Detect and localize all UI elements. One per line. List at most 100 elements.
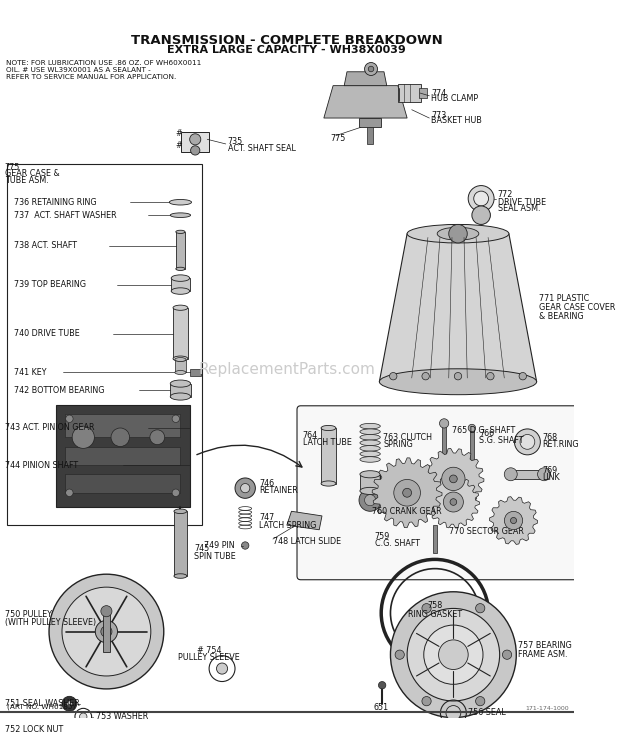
Ellipse shape [321, 425, 336, 431]
Text: 774: 774 [431, 89, 446, 98]
Circle shape [394, 480, 420, 506]
Text: 756 SEAL: 756 SEAL [468, 709, 506, 718]
Circle shape [504, 511, 523, 529]
Text: 758: 758 [427, 601, 443, 610]
Circle shape [79, 713, 87, 721]
Polygon shape [344, 72, 387, 86]
Text: S.G. SHAFT: S.G. SHAFT [479, 437, 524, 446]
Circle shape [111, 428, 130, 447]
Circle shape [172, 415, 180, 422]
Circle shape [450, 475, 458, 483]
Circle shape [474, 191, 489, 206]
Circle shape [519, 373, 526, 380]
Circle shape [472, 206, 490, 224]
Text: LATCH SPRING: LATCH SPRING [259, 520, 316, 529]
Bar [171, 278, 190, 291]
Circle shape [487, 373, 494, 380]
Circle shape [504, 468, 517, 480]
Text: 171-174-1000: 171-174-1000 [525, 706, 569, 711]
Circle shape [422, 604, 431, 613]
Text: 771 PLASTIC: 771 PLASTIC [539, 294, 590, 303]
Text: FRAME ASM.: FRAME ASM. [518, 650, 568, 659]
Circle shape [449, 224, 467, 243]
Text: 748 LATCH SLIDE: 748 LATCH SLIDE [273, 538, 341, 547]
Ellipse shape [360, 434, 380, 440]
Text: 738 ACT. SHAFT: 738 ACT. SHAFT [14, 241, 77, 250]
Text: EXTRA LARGE CAPACITY - WH38X0039: EXTRA LARGE CAPACITY - WH38X0039 [167, 45, 406, 55]
Text: 767: 767 [410, 468, 425, 477]
Ellipse shape [175, 370, 186, 374]
Bar [64, 474, 180, 492]
Circle shape [407, 608, 500, 701]
Text: 775: 775 [330, 134, 346, 143]
Circle shape [538, 468, 551, 480]
Circle shape [502, 650, 512, 660]
Text: RET.RING: RET.RING [542, 441, 579, 449]
Bar [56, 405, 190, 507]
Circle shape [422, 697, 431, 706]
Circle shape [62, 587, 151, 676]
Circle shape [101, 626, 112, 637]
Circle shape [359, 489, 381, 511]
Text: 764: 764 [303, 431, 317, 440]
Text: # 754: # 754 [197, 645, 221, 654]
Ellipse shape [176, 230, 185, 233]
Circle shape [150, 430, 165, 445]
Polygon shape [427, 476, 480, 528]
Ellipse shape [379, 369, 537, 395]
Bar [175, 359, 186, 373]
Circle shape [62, 697, 77, 711]
Text: 770 SECTOR GEAR: 770 SECTOR GEAR [449, 527, 524, 536]
Polygon shape [423, 449, 484, 509]
Text: 735: 735 [228, 136, 243, 145]
Text: HUB CLAMP: HUB CLAMP [431, 94, 478, 103]
Text: 750 PULLEY: 750 PULLEY [4, 611, 51, 620]
Text: (ART NO. WH6185): (ART NO. WH6185) [7, 703, 76, 710]
Ellipse shape [169, 200, 192, 205]
Ellipse shape [171, 288, 190, 294]
Bar [176, 232, 185, 269]
Ellipse shape [360, 451, 380, 456]
Text: 760 CRANK GEAR: 760 CRANK GEAR [372, 507, 441, 516]
Text: C.G. SHAFT: C.G. SHAFT [374, 539, 420, 548]
Circle shape [438, 640, 468, 669]
Circle shape [216, 663, 228, 674]
Text: 772: 772 [498, 191, 513, 200]
Circle shape [391, 592, 516, 718]
Text: GEAR CASE COVER: GEAR CASE COVER [539, 303, 616, 312]
Text: HUB: HUB [383, 483, 401, 492]
Circle shape [63, 723, 76, 736]
Text: ACT. SHAFT SEAL: ACT. SHAFT SEAL [228, 144, 296, 153]
Circle shape [378, 681, 386, 689]
Circle shape [66, 415, 73, 422]
Text: 766: 766 [479, 429, 494, 438]
Ellipse shape [174, 574, 187, 578]
Bar [64, 447, 180, 465]
Polygon shape [287, 511, 322, 530]
Text: 742 BOTTOM BEARING: 742 BOTTOM BEARING [14, 386, 104, 395]
Circle shape [172, 489, 180, 496]
Circle shape [66, 727, 72, 733]
Text: 749 PIN: 749 PIN [203, 541, 234, 550]
Text: 651: 651 [374, 703, 389, 712]
Text: LINK: LINK [542, 474, 560, 483]
Text: 751 SEAL WASHER: 751 SEAL WASHER [4, 700, 79, 709]
Circle shape [424, 625, 483, 684]
Text: BALL: BALL [383, 498, 403, 508]
Text: 744 PINION SHAFT: 744 PINION SHAFT [4, 461, 78, 470]
Ellipse shape [360, 471, 380, 478]
Text: SPRING: SPRING [383, 441, 413, 449]
Ellipse shape [407, 224, 509, 243]
Circle shape [95, 620, 118, 642]
Bar [470, 428, 474, 472]
Circle shape [395, 650, 404, 660]
Ellipse shape [174, 509, 187, 514]
Text: 746: 746 [259, 479, 274, 488]
Bar [367, 127, 373, 144]
Bar [182, 132, 209, 152]
Text: #: # [176, 142, 182, 151]
Polygon shape [372, 458, 442, 528]
Text: 765 D.G. SHAFT: 765 D.G. SHAFT [451, 426, 515, 435]
Ellipse shape [170, 380, 190, 387]
Ellipse shape [176, 267, 185, 270]
